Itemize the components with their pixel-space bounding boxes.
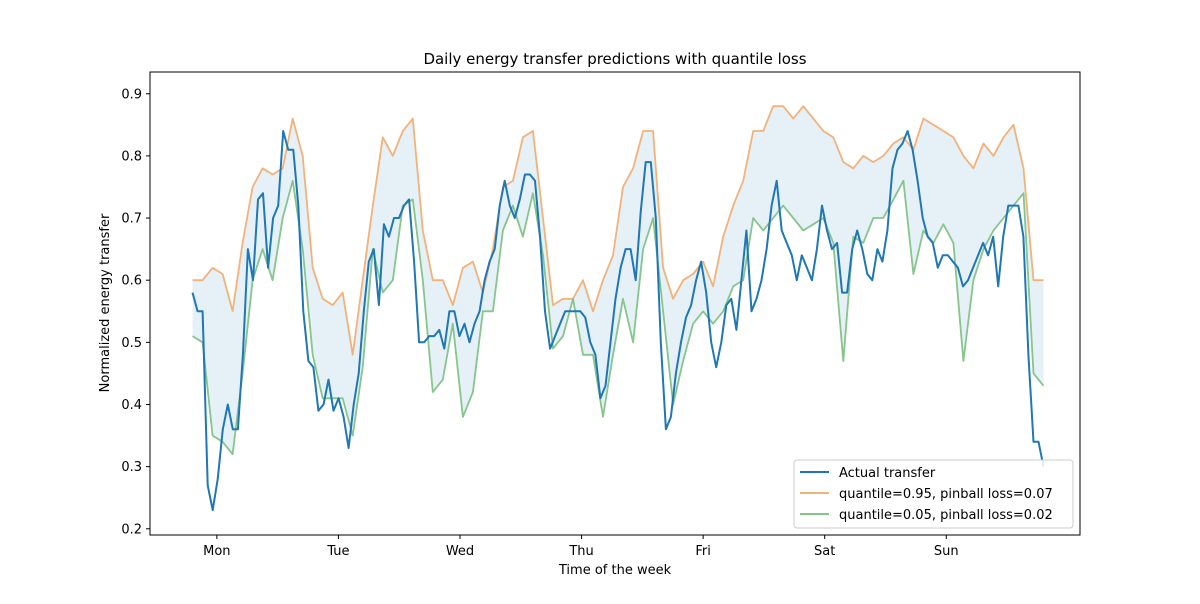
legend-label-q05: quantile=0.05, pinball loss=0.02 (839, 508, 1053, 523)
quantile-95-line (192, 105, 1044, 356)
y-tick-label: 0.8 (121, 149, 142, 164)
x-tick-label: Tue (326, 544, 349, 559)
y-tick-label: 0.3 (121, 460, 142, 475)
x-tick-label: Thu (568, 544, 593, 559)
legend-label-q95: quantile=0.95, pinball loss=0.07 (839, 487, 1053, 502)
y-tick-label: 0.2 (121, 522, 142, 537)
y-tick-label: 0.6 (121, 274, 142, 289)
x-axis-label: Time of the week (558, 563, 672, 578)
legend-box (793, 459, 1074, 529)
x-tick-label: Fri (695, 544, 711, 559)
y-axis-label: Normalized energy transfer (98, 213, 113, 392)
x-tick-label: Mon (203, 544, 230, 559)
x-tick-label: Wed (446, 544, 474, 559)
y-tick-label: 0.4 (121, 398, 142, 413)
y-tick-label: 0.9 (121, 87, 142, 102)
legend: Actual transfer quantile=0.95, pinball l… (793, 459, 1074, 529)
y-tick-label: 0.5 (121, 336, 142, 351)
x-tick-label: Sun (934, 544, 959, 559)
y-tick-label: 0.7 (121, 212, 142, 227)
chart-title: Daily energy transfer predictions with q… (423, 50, 806, 68)
quantile-05-line (192, 179, 1045, 456)
actual-transfer-line (191, 130, 1045, 512)
axes-frame (149, 71, 1081, 536)
legend-label-actual: Actual transfer (839, 466, 936, 481)
x-tick-label: Sat (814, 544, 835, 559)
